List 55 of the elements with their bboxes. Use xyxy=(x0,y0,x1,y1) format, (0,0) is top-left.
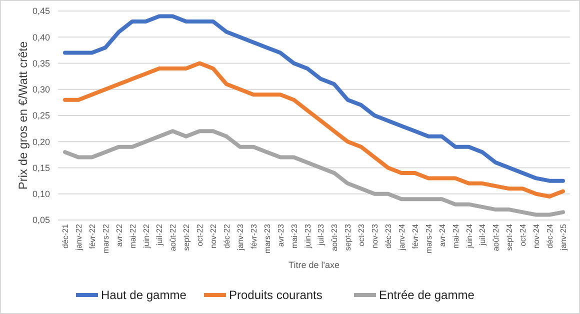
x-tick-label: oct-23 xyxy=(357,223,366,246)
legend-label: Haut de gamme xyxy=(101,288,187,302)
x-tick-label: avr-23 xyxy=(276,223,286,247)
y-axis-title: Prix de gros en €/Watt crête xyxy=(16,41,30,190)
x-tick-label: déc-24 xyxy=(546,223,555,248)
x-tick-label: sept-23 xyxy=(344,223,353,251)
y-tick-label: 0,20 xyxy=(32,136,50,147)
x-tick-label: mai-23 xyxy=(290,223,299,248)
x-tick-label: août-22 xyxy=(168,223,178,252)
x-tick-label: avr-24 xyxy=(438,223,447,247)
y-tick-label: 0,05 xyxy=(32,215,50,226)
x-tick-label: janv-23 xyxy=(236,223,245,252)
x-tick-label: juin-23 xyxy=(303,223,312,250)
x-tick-label: nov-24 xyxy=(532,223,542,248)
line-series xyxy=(63,14,565,183)
x-tick-label: mars-22 xyxy=(101,223,110,254)
x-tick-label: août-23 xyxy=(330,223,340,252)
x-tick-label: juil-24 xyxy=(478,223,488,246)
legend-label: Entrée de gamme xyxy=(379,288,475,302)
x-tick-label: nov-22 xyxy=(209,223,218,248)
x-tick-label: janv-22 xyxy=(74,223,84,252)
y-tick-label: 0,25 xyxy=(32,110,50,121)
x-tick-label: déc-23 xyxy=(384,223,394,248)
x-tick-label: déc-21 xyxy=(61,223,70,248)
x-tick-label: nov-23 xyxy=(370,223,380,248)
x-tick-label: mai-22 xyxy=(128,223,138,248)
x-tick-label: févr-23 xyxy=(249,223,258,249)
x-tick-label: juin-22 xyxy=(142,223,151,250)
x-tick-label: déc-22 xyxy=(222,223,232,248)
y-tick-label: 0,10 xyxy=(32,189,50,200)
y-tick-label: 0,40 xyxy=(32,32,50,42)
x-tick-label: mars-24 xyxy=(424,223,434,254)
x-tick-label: juil-23 xyxy=(316,223,326,246)
x-tick-label: févr-22 xyxy=(88,223,97,249)
x-tick-label: juil-22 xyxy=(155,223,164,246)
x-tick-label: juin-24 xyxy=(464,223,474,250)
legend-label: Produits courants xyxy=(229,288,322,302)
x-tick-label: avr-22 xyxy=(114,223,124,247)
x-tick-label: janv-24 xyxy=(397,223,406,252)
y-tick-label: 0,15 xyxy=(32,162,50,173)
x-tick-label: sept-22 xyxy=(182,223,192,251)
y-tick-label: 0,35 xyxy=(32,58,50,68)
x-tick-label: janv-25 xyxy=(559,223,568,252)
x-tick-label: août-24 xyxy=(492,223,501,252)
x-tick-label: oct-24 xyxy=(518,223,528,246)
x-tick-label: mars-23 xyxy=(262,223,272,254)
x-axis-title: Titre de l'axe xyxy=(288,260,340,270)
y-tick-label: 0,30 xyxy=(32,84,50,95)
x-tick-label: oct-22 xyxy=(196,223,205,246)
y-tick-label: 0,45 xyxy=(32,6,50,16)
x-tick-label: févr-24 xyxy=(410,223,420,249)
line-series xyxy=(63,129,565,217)
x-tick-label: sept-24 xyxy=(505,223,514,251)
x-tick-label: mai-24 xyxy=(451,223,460,248)
line-series xyxy=(63,61,565,198)
